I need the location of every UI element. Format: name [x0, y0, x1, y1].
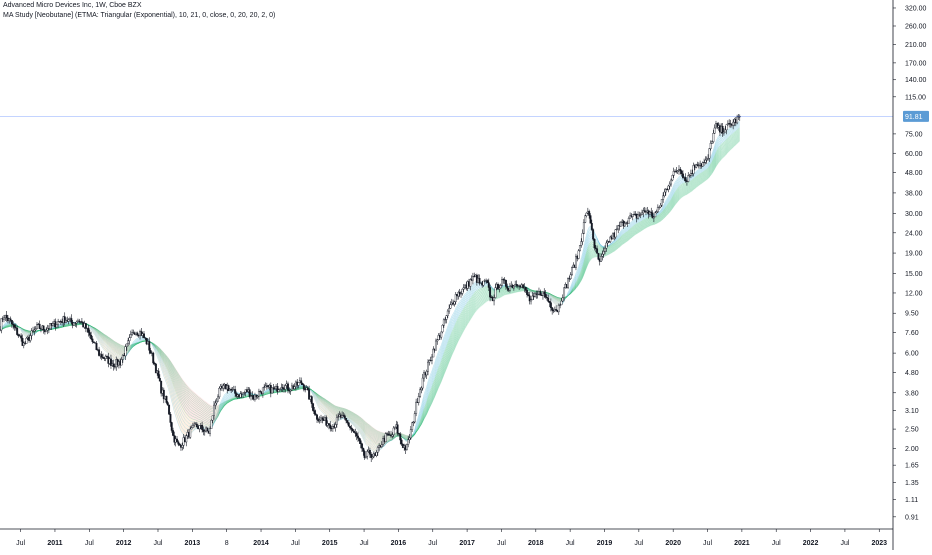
chart-svg: 320.00260.00210.00170.00140.00115.0075.0…: [0, 0, 932, 550]
chart-background: [0, 0, 932, 550]
